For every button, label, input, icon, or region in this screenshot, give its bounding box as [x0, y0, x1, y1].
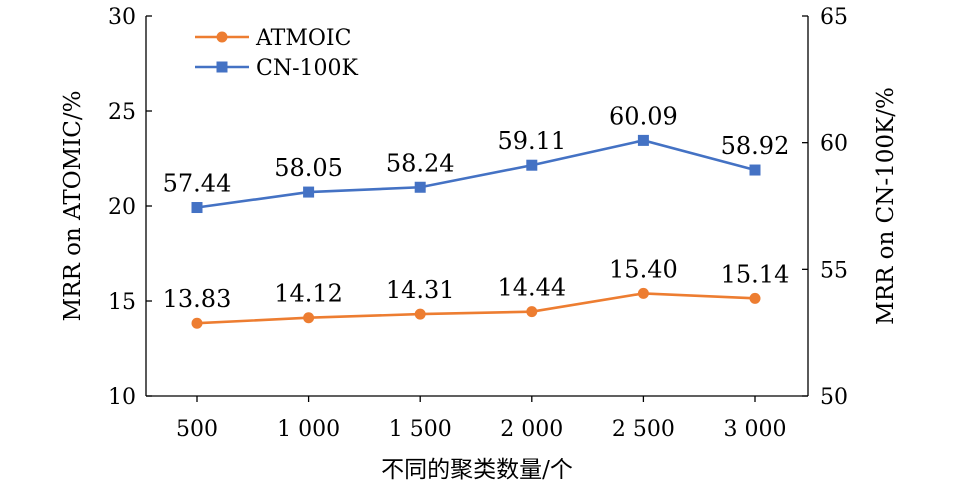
y-left-tick-label: 25 [108, 100, 136, 125]
data-label-cn-100k: 58.24 [386, 149, 455, 177]
data-label-cn-100k: 60.09 [609, 102, 678, 130]
legend-label-cn-100k: CN-100K [256, 56, 359, 81]
point-cn-100k [637, 134, 649, 146]
point-cn-100k [749, 164, 761, 176]
y-right-tick-label: 50 [820, 385, 848, 410]
data-label-cn-100k: 59.11 [497, 127, 566, 155]
point-cn-100k [303, 186, 315, 198]
point-cn-100k [526, 159, 538, 171]
y-left-tick-label: 10 [108, 385, 136, 410]
data-label-atmoic: 13.83 [163, 285, 232, 313]
x-tick-label: 3 000 [724, 417, 787, 442]
axes: 10 15 20 25 30 50 55 60 65 500 1 000 1 500 2 000 2 50… [108, 5, 848, 442]
point-atmoic [191, 317, 203, 329]
data-label-atmoic: 14.12 [274, 280, 343, 308]
x-tick-label: 500 [176, 417, 218, 442]
x-axis-title: 不同的聚类数量/个 [381, 457, 573, 483]
point-atmoic [637, 287, 649, 299]
y-axis-right-title: MRR on CN-100K/% [873, 87, 899, 325]
data-label-atmoic: 14.44 [497, 274, 566, 302]
x-tick-label: 1 000 [277, 417, 340, 442]
x-tick-label: 2 500 [612, 417, 675, 442]
data-label-atmoic: 14.31 [386, 276, 455, 304]
point-atmoic [414, 308, 426, 320]
series-line-atmoic [196, 292, 756, 325]
point-atmoic [303, 312, 315, 324]
series-line-cn-100k [196, 139, 756, 209]
data-label-cn-100k: 57.44 [163, 170, 232, 198]
legend-marker-atmoic [216, 31, 228, 43]
y-right-tick-label: 65 [820, 5, 848, 30]
point-atmoic [749, 292, 761, 304]
point-cn-100k [414, 181, 426, 193]
y-axis-left-title: MRR on ATOMIC/% [60, 91, 86, 322]
series-layer [191, 134, 761, 329]
point-atmoic [526, 306, 538, 318]
x-tick-label: 1 500 [389, 417, 452, 442]
data-label-atmoic: 15.40 [609, 255, 678, 283]
data-label-cn-100k: 58.05 [274, 154, 343, 182]
y-right-tick-label: 55 [820, 258, 848, 283]
legend: ATMOIC CN-100K [195, 26, 359, 81]
y-left-tick-label: 20 [108, 195, 136, 220]
y-right-tick-label: 60 [820, 132, 848, 157]
y-left-tick-label: 15 [108, 290, 136, 315]
data-label-cn-100k: 58.92 [721, 132, 790, 160]
legend-marker-cn-100k [216, 61, 228, 73]
y-left-tick-label: 30 [108, 5, 136, 30]
x-tick-label: 2 000 [500, 417, 563, 442]
data-labels: 13.83 14.12 14.31 14.44 15.40 15.14 57.44 58.05… [163, 102, 790, 313]
point-cn-100k [191, 202, 203, 214]
legend-label-atmoic: ATMOIC [255, 26, 351, 51]
data-label-atmoic: 15.14 [721, 260, 790, 288]
